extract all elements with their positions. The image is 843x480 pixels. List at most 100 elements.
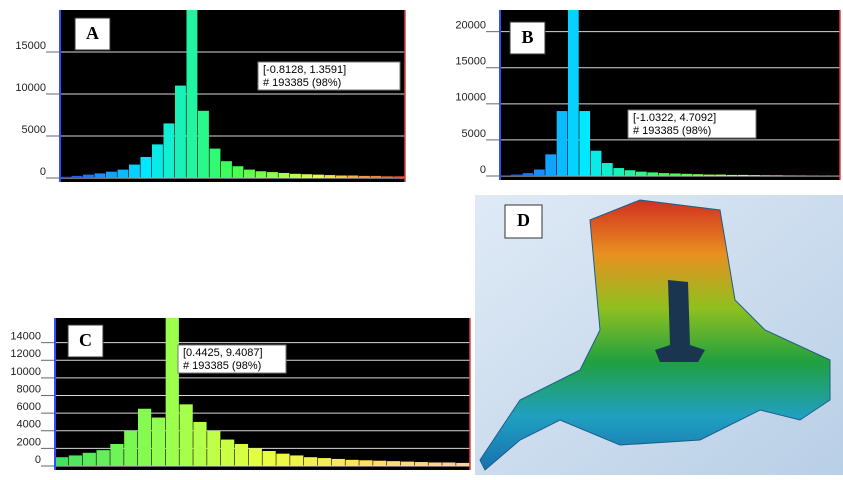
bar (647, 172, 658, 176)
y-tick-label: 10000 (10, 366, 41, 378)
bar (193, 422, 206, 466)
bar (429, 462, 442, 466)
bar (511, 175, 522, 176)
bar (401, 462, 414, 466)
histogram-panel: 0 5000 10000 15000 20000 B [-1.0322, 4.7092]# … (455, 10, 840, 180)
bar (625, 170, 636, 176)
bar (313, 175, 324, 178)
bar (456, 463, 469, 466)
bar (325, 175, 336, 178)
bar (659, 173, 670, 176)
y-tick-label: 6000 (17, 401, 41, 413)
bar (715, 175, 726, 176)
y-tick-label: 5000 (462, 128, 486, 140)
bar (95, 173, 106, 178)
panel-label: C (79, 330, 92, 350)
y-tick-label: 0 (40, 166, 46, 178)
figure: D 050001000015000A[-0.8128, 1.3591]# 193… (0, 0, 843, 475)
y-tick-label: 15000 (455, 56, 486, 68)
bar (523, 173, 534, 176)
bar (97, 450, 110, 466)
bar (187, 10, 198, 178)
bar (318, 458, 331, 466)
bar (198, 111, 209, 178)
bar (382, 176, 393, 178)
y-tick-label: 10000 (455, 92, 486, 104)
bar (69, 455, 82, 466)
bar (373, 461, 386, 466)
bar (359, 460, 372, 466)
bar (233, 166, 244, 178)
bar (795, 175, 806, 176)
bar (152, 418, 165, 466)
bar (180, 404, 193, 466)
bar (221, 161, 232, 178)
y-tick-label: 10000 (15, 82, 46, 94)
bar (693, 174, 704, 176)
y-tick-label: 12000 (10, 348, 41, 360)
bar (244, 170, 255, 178)
bar (545, 154, 556, 176)
y-tick-label: 0 (35, 454, 41, 466)
bar (279, 173, 290, 178)
bar (175, 86, 186, 178)
bar (613, 168, 624, 176)
plot-background (60, 10, 405, 182)
histogram-panel: 0 2000 4000 6000 8000 10000 12000 14000 C [0.4425… (10, 318, 470, 470)
bar (602, 163, 613, 176)
bar (557, 111, 568, 176)
bar (749, 175, 760, 176)
bar (579, 111, 590, 176)
panel-d: D (475, 195, 843, 475)
panel-label: A (86, 23, 99, 43)
bar (738, 175, 749, 176)
bar (442, 462, 455, 466)
y-tick-label: 2000 (17, 436, 41, 448)
bar (166, 318, 179, 466)
annotation: [-0.8128, 1.3591] (263, 64, 346, 76)
bar (304, 457, 317, 466)
bar (276, 454, 289, 466)
annotation: [-1.0322, 4.7092] (633, 112, 716, 124)
bar (348, 175, 359, 178)
y-tick-label: 15000 (15, 40, 46, 52)
bar (249, 448, 262, 466)
annotation: # 193385 (98%) (633, 125, 711, 137)
panel-label: D (517, 210, 530, 230)
y-tick-label: 0 (480, 164, 486, 176)
bar (371, 176, 382, 178)
bar (772, 175, 783, 176)
bar (221, 440, 234, 466)
bar (164, 123, 175, 178)
y-tick-label: 20000 (455, 20, 486, 32)
bar (129, 165, 140, 178)
annotation: # 193385 (98%) (263, 77, 341, 89)
bar (152, 144, 163, 178)
bar (568, 10, 579, 176)
bar (138, 409, 151, 466)
bar (636, 172, 647, 176)
y-tick-label: 4000 (17, 419, 41, 431)
bar (681, 174, 692, 176)
bar (346, 460, 359, 466)
bar (235, 444, 248, 466)
bar (783, 175, 794, 176)
bar (118, 170, 129, 178)
bar (290, 455, 303, 466)
y-tick-label: 14000 (10, 331, 41, 343)
bar (394, 176, 405, 178)
bar (267, 172, 278, 178)
annotation: # 193385 (98%) (183, 360, 261, 372)
annotation: [0.4425, 9.4087] (183, 347, 263, 359)
panel-label: B (521, 27, 533, 47)
bar (727, 175, 738, 176)
bar (302, 174, 313, 178)
bar (106, 172, 117, 178)
y-tick-label: 5000 (22, 124, 46, 136)
bar (55, 457, 68, 466)
y-tick-label: 8000 (17, 383, 41, 395)
histogram-panel: 0 5000 10000 15000 A [-0.8128, 1.3591]# 19338… (15, 10, 405, 182)
bar (332, 459, 345, 466)
bar (72, 176, 83, 178)
bar (500, 175, 511, 176)
